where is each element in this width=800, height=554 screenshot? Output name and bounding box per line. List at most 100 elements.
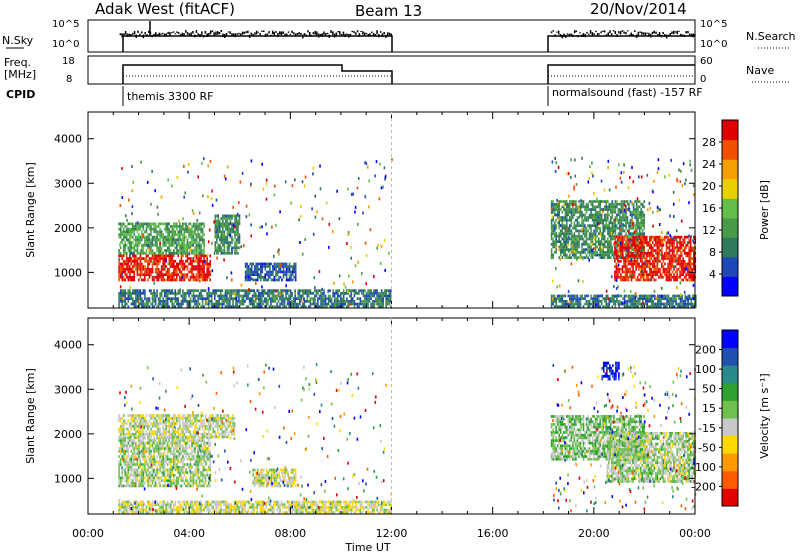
power-speckle [312, 166, 315, 170]
power-cell [138, 225, 140, 228]
power-cell [585, 302, 588, 306]
power-cell [550, 248, 553, 251]
nsky-noise-mark [584, 33, 586, 38]
power-cell [153, 243, 155, 247]
power-cell [379, 300, 381, 303]
power-cell [608, 305, 611, 308]
power-cell [626, 275, 628, 279]
power-cell [673, 259, 675, 263]
power-cell [132, 259, 134, 263]
power-cell [608, 234, 611, 238]
power-cell [224, 292, 227, 295]
power-cell [189, 270, 192, 274]
power-cell [550, 256, 553, 259]
power-cell [188, 289, 190, 292]
power-cell [195, 241, 198, 244]
power-cell [591, 205, 594, 209]
power-cell [671, 251, 674, 255]
power-cell [264, 262, 267, 266]
power-cell [214, 243, 217, 247]
power-cell [650, 251, 653, 255]
power-cell [197, 251, 199, 255]
power-cell [342, 289, 345, 292]
power-cell [154, 241, 157, 244]
power-cell [676, 235, 678, 239]
power-cell [308, 294, 310, 298]
power-cell [222, 219, 224, 223]
power-speckle [373, 275, 375, 279]
power-cell [163, 273, 166, 276]
power-cell [555, 237, 557, 241]
nsky-noise-mark [641, 31, 643, 35]
power-cell [228, 225, 230, 228]
power-cell [226, 217, 229, 220]
power-cell [238, 300, 240, 303]
power-cell [191, 225, 193, 228]
power-cell [198, 249, 201, 252]
power-cell [566, 243, 568, 246]
power-cell [315, 289, 318, 292]
power-speckle [279, 292, 281, 296]
power-cell [594, 226, 597, 230]
power-cell [188, 222, 190, 226]
nsky-noise-mark [236, 33, 238, 35]
power-cell [550, 205, 553, 209]
power-cell [288, 275, 291, 279]
power-cell [268, 289, 271, 292]
power-cell [197, 300, 199, 303]
power-cell [645, 241, 648, 244]
power-cell [619, 226, 621, 230]
power-cell [275, 265, 277, 268]
power-cell [220, 246, 223, 250]
power-cell [556, 216, 559, 219]
power-cell [377, 305, 380, 308]
power-speckle [300, 299, 303, 303]
power-cell [160, 235, 163, 239]
power-cell [624, 265, 627, 268]
power-cell [605, 218, 608, 222]
power-cell [561, 300, 564, 303]
power-cell [569, 202, 571, 206]
power-cell [171, 262, 174, 266]
power-speckle [566, 172, 568, 176]
power-cell [121, 241, 123, 244]
power-cell [195, 225, 198, 228]
power-cell [622, 202, 624, 206]
power-cell [620, 253, 623, 257]
power-cell [629, 273, 631, 276]
power-cell [588, 234, 591, 238]
power-cell [320, 292, 322, 295]
power-cell [642, 246, 645, 250]
power-cell [658, 254, 660, 258]
power-cell [173, 302, 175, 306]
power-cell [677, 257, 680, 260]
power-cell [610, 216, 612, 219]
power-cell [682, 259, 684, 263]
power-cell [603, 297, 606, 300]
power-cell [258, 262, 261, 266]
power-cell [587, 237, 589, 241]
power-cell [148, 233, 151, 236]
power-speckle [206, 300, 208, 304]
power-speckle [652, 210, 654, 214]
power-cell [166, 294, 169, 298]
power-cell [180, 251, 183, 255]
power-cell [556, 202, 559, 206]
power-cell [673, 278, 675, 282]
power-cell [280, 300, 283, 303]
power-cell [176, 225, 178, 228]
power-speckle [347, 232, 350, 236]
power-cell [180, 300, 183, 303]
power-cell [570, 213, 573, 217]
power-cell [638, 256, 641, 259]
power-cell [567, 229, 570, 233]
power-cell [217, 230, 220, 234]
power-cell [194, 233, 196, 236]
power-cell [588, 224, 591, 227]
power-cell [144, 302, 146, 306]
nsky-noise-mark [220, 30, 222, 32]
power-cell [370, 305, 372, 308]
power-cell [136, 292, 139, 295]
power-cell [308, 305, 310, 308]
power-cell [179, 227, 181, 231]
